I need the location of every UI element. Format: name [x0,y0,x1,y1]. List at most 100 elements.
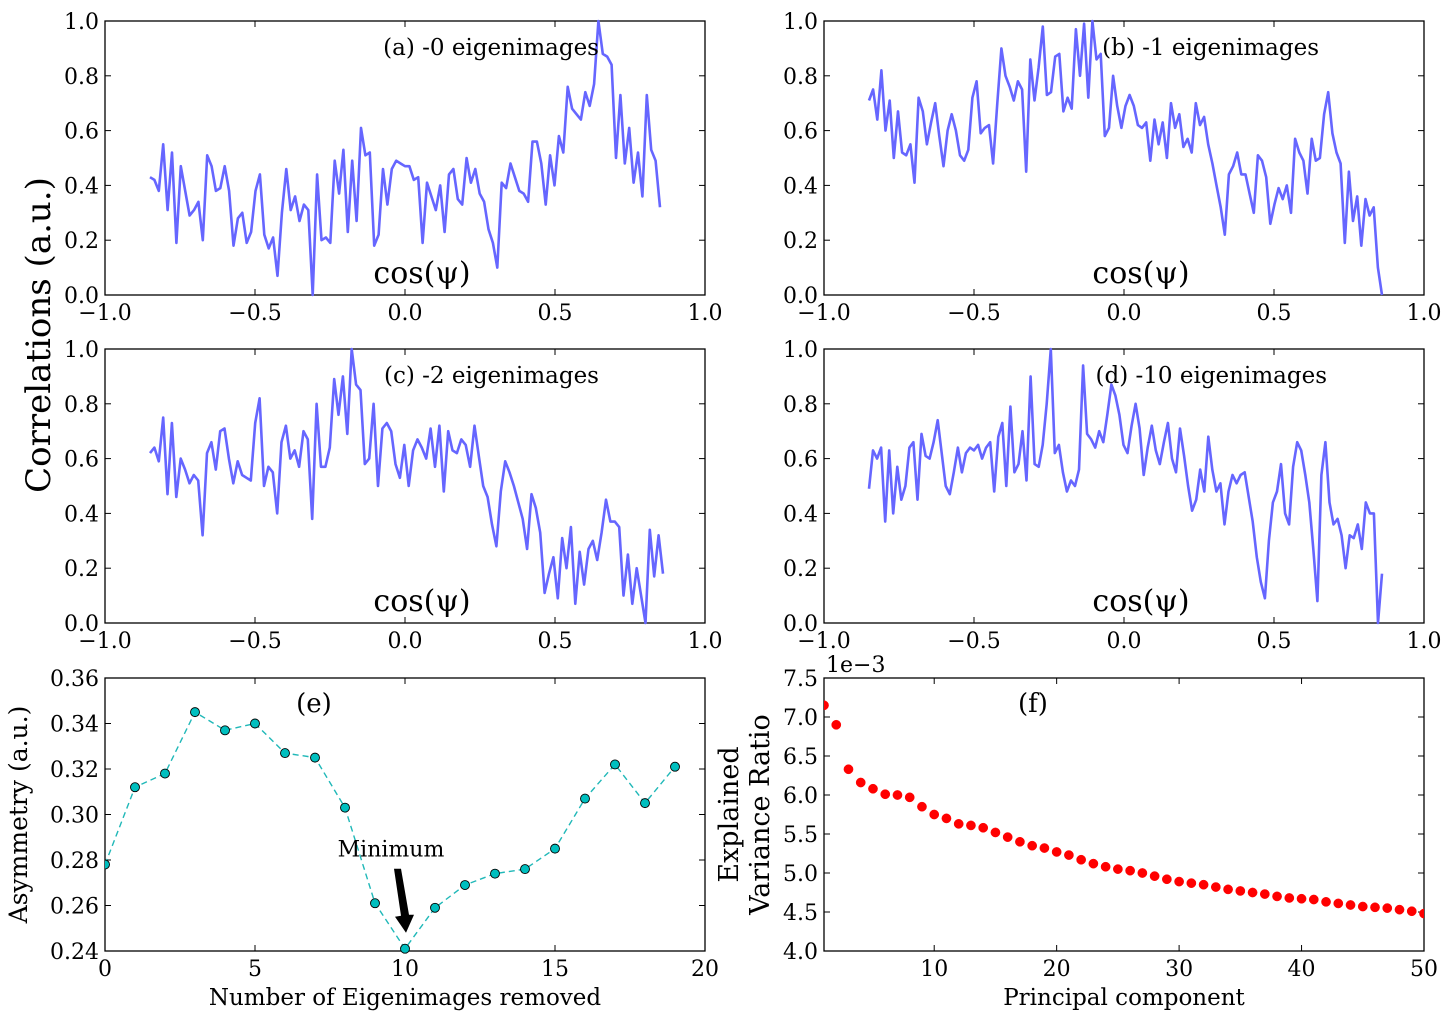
x-tick-label: −0.5 [228,629,281,654]
x-axis-label: cos(ψ) [373,584,470,619]
data-point [917,801,927,812]
y-tick-label: 5.5 [783,823,818,848]
y-tick-label: 6.0 [783,784,818,809]
x-tick-label: 0.0 [1107,629,1142,654]
panel-b: −1.0 −0.5 0.0 0.5 1.0 0.0 0.2 0.4 0.6 0.8 1.0 (b) -… [783,10,1442,326]
data-point [1284,893,1295,903]
y-tick-label: 4.5 [783,901,818,926]
x-tick-label: 50 [1410,957,1438,982]
y-tick-label: 0.36 [50,667,99,692]
data-point [868,783,878,794]
data-point [400,943,410,954]
data-point [1002,832,1013,842]
data-point [1357,901,1368,912]
x-tick-label: −1.0 [797,629,850,654]
panel-title: (e) [296,689,332,719]
x-tick-label: 40 [1288,957,1316,982]
data-point [190,707,200,718]
data-layer [149,19,662,297]
data-point [1345,900,1356,910]
y-tick-label: 1.0 [64,10,99,35]
series-line [867,347,1384,625]
data-layer [867,19,1384,296]
data-point [855,777,866,788]
y-tick-label: 0.8 [64,65,99,90]
data-point [490,868,500,879]
y-tick-label: 0.2 [64,229,99,254]
data-point [370,898,380,909]
data-point [1088,858,1099,869]
data-point [1186,878,1197,888]
data-point [1051,847,1062,857]
panels: −1.0 −0.5 0.0 0.5 1.0 0.0 0.2 0.4 0.6 0.8 1.0 (a) -… [4,10,1442,1011]
x-tick-label: 0.5 [1257,629,1292,654]
data-point [966,820,976,831]
data-layer [105,707,680,954]
data-point [1125,865,1135,876]
data-point [892,790,903,800]
y-tick-label: 0.30 [50,804,99,829]
y-tick-label: 1.0 [783,10,818,35]
x-tick-label: 20 [691,957,719,982]
data-point [160,768,170,779]
y-axis-label: Asymmetry (a.u.) [4,706,33,925]
x-tick-label: 0 [98,957,112,982]
data-point [1039,843,1050,853]
x-tick-label: 0.0 [388,629,423,654]
panel-title: (c) -2 eigenimages [384,363,599,389]
y-tick-label: 7.5 [783,667,818,692]
axis-offset-text: 1e−3 [826,653,885,678]
data-point [340,802,350,813]
x-tick-label: 0.5 [538,629,573,654]
data-point [1076,854,1086,865]
y-axis-label-line2: Variance Ratio [745,714,776,916]
data-point [1223,884,1233,895]
y-tick-label: 1.0 [783,338,818,363]
plot-frame [823,20,1425,296]
y-tick-label: 6.5 [783,745,818,770]
data-point [1064,850,1074,860]
data-point [904,792,915,803]
x-tick-label: 0.5 [538,301,573,326]
y-tick-label: 7.0 [783,706,818,731]
panel-title: (a) -0 eigenimages [383,35,599,61]
x-axis-label: cos(ψ) [1092,256,1189,291]
y-tick-label: 0.2 [783,557,818,582]
data-point [580,793,590,804]
data-point [610,759,620,770]
data-point [670,761,680,772]
data-point [430,902,440,913]
data-point [1333,898,1344,909]
x-axis-label: Number of Eigenimages removed [209,985,602,1011]
plot-frame [104,348,706,624]
plot-frame [104,20,706,296]
data-point [1419,908,1424,919]
data-point [1406,906,1417,917]
data-point [1137,868,1148,878]
series-line [105,711,676,950]
y-tick-label: 0.0 [783,612,818,637]
panel-a: −1.0 −0.5 0.0 0.5 1.0 0.0 0.2 0.4 0.6 0.8 1.0 (a) -… [64,10,723,326]
y-tick-label: 0.4 [783,174,818,199]
data-point [1174,876,1184,887]
x-tick-label: −1.0 [797,301,850,326]
x-tick-label: −0.5 [947,629,1000,654]
x-tick-label: 10 [391,957,419,982]
data-point [1015,836,1025,847]
y-tick-label: 4.0 [783,940,818,965]
annotation-arrow [394,868,414,933]
series-line [149,19,662,297]
data-point [941,813,952,824]
data-point [1296,893,1307,904]
y-tick-label: 0.8 [783,393,818,418]
x-tick-label: 1.0 [688,629,723,654]
panel-title: (f) [1018,689,1048,719]
data-point [130,782,140,793]
x-axis-label: cos(ψ) [1092,584,1189,619]
panel-d: −1.0 −0.5 0.0 0.5 1.0 0.0 0.2 0.4 0.6 0.8 1.0 (d) -… [783,338,1442,654]
panel-title: (b) -1 eigenimages [1102,35,1319,61]
y-tick-label: 0.0 [64,612,99,637]
y-tick-label: 0.6 [64,120,99,145]
data-point [640,798,650,809]
y-tick-label: 1.0 [64,338,99,363]
